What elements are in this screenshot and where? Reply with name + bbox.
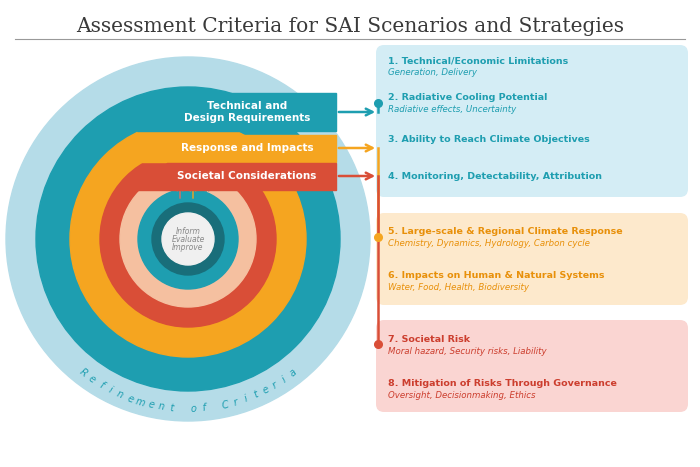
Circle shape <box>152 203 224 275</box>
Text: 1. Technical/Economic Limitations: 1. Technical/Economic Limitations <box>388 56 568 65</box>
FancyBboxPatch shape <box>376 45 688 197</box>
Text: R: R <box>78 367 89 379</box>
Text: t: t <box>169 403 174 413</box>
Text: Technical and
Design Requirements: Technical and Design Requirements <box>184 101 310 123</box>
Text: Improve: Improve <box>172 242 204 252</box>
Text: e: e <box>125 393 134 404</box>
Text: Oversight, Decisionmaking, Ethics: Oversight, Decisionmaking, Ethics <box>388 390 536 399</box>
Text: 8. Mitigation of Risks Through Governance: 8. Mitigation of Risks Through Governanc… <box>388 378 617 388</box>
Text: i: i <box>243 394 249 404</box>
Text: 4. Monitoring, Detectability, Attribution: 4. Monitoring, Detectability, Attributio… <box>388 172 602 181</box>
Circle shape <box>36 87 340 391</box>
Circle shape <box>70 121 306 357</box>
Text: 7. Societal Risk: 7. Societal Risk <box>388 334 470 344</box>
Text: Generation, Delivery: Generation, Delivery <box>388 68 477 77</box>
Text: f: f <box>202 403 206 413</box>
Text: C: C <box>221 399 230 410</box>
Text: e: e <box>87 374 97 385</box>
Text: i: i <box>107 385 114 396</box>
Text: Evaluate: Evaluate <box>172 234 204 243</box>
Text: Radiative effects, Uncertainty: Radiative effects, Uncertainty <box>388 105 517 114</box>
FancyBboxPatch shape <box>376 213 688 305</box>
Text: i: i <box>280 375 288 384</box>
Text: 5. Large-scale & Regional Climate Response: 5. Large-scale & Regional Climate Respon… <box>388 227 622 236</box>
Circle shape <box>100 151 276 327</box>
Text: Assessment Criteria for SAI Scenarios and Strategies: Assessment Criteria for SAI Scenarios an… <box>76 17 624 36</box>
Text: n: n <box>158 402 165 412</box>
Text: n: n <box>116 389 125 401</box>
Text: Chemistry, Dynamics, Hydrology, Carbon cycle: Chemistry, Dynamics, Hydrology, Carbon c… <box>388 240 590 248</box>
Text: f: f <box>97 380 105 390</box>
Text: Inform: Inform <box>176 226 200 235</box>
Text: o: o <box>190 404 197 414</box>
Circle shape <box>6 57 370 421</box>
Circle shape <box>120 171 256 307</box>
Text: 2. Radiative Cooling Potential: 2. Radiative Cooling Potential <box>388 93 547 102</box>
Text: r: r <box>232 397 239 408</box>
Circle shape <box>138 189 238 289</box>
Polygon shape <box>137 163 336 190</box>
Text: Moral hazard, Security risks, Liability: Moral hazard, Security risks, Liability <box>388 347 547 355</box>
Text: 6. Impacts on Human & Natural Systems: 6. Impacts on Human & Natural Systems <box>388 271 605 281</box>
Text: t: t <box>252 389 260 400</box>
Text: a: a <box>287 367 298 379</box>
Text: m: m <box>134 396 146 408</box>
Polygon shape <box>137 93 336 131</box>
Text: e: e <box>260 384 270 396</box>
Text: e: e <box>147 399 155 410</box>
Circle shape <box>162 213 214 265</box>
Text: 3. Ability to Reach Climate Objectives: 3. Ability to Reach Climate Objectives <box>388 135 589 144</box>
FancyBboxPatch shape <box>376 320 688 412</box>
Polygon shape <box>137 134 336 162</box>
Text: Societal Considerations: Societal Considerations <box>177 171 316 181</box>
Text: Water, Food, Health, Biodiversity: Water, Food, Health, Biodiversity <box>388 283 529 292</box>
Text: r: r <box>271 380 279 390</box>
Text: Response and Impacts: Response and Impacts <box>181 143 314 153</box>
